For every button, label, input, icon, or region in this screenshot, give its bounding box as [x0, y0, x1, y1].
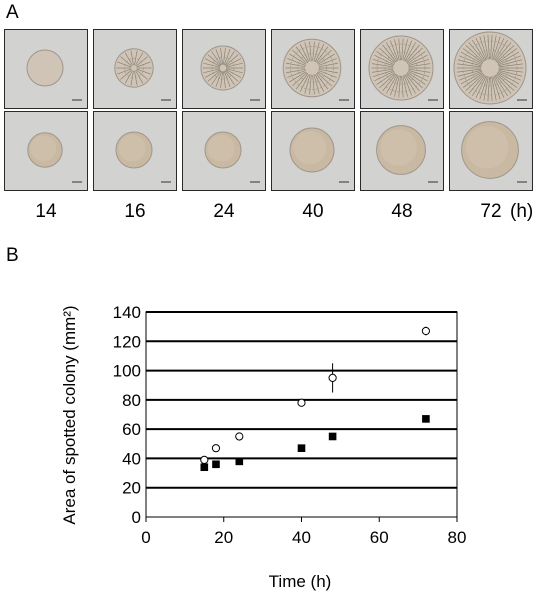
y-tick-140: 140	[113, 303, 141, 322]
x-tick-20: 20	[214, 528, 233, 547]
x-axis-label: Time (h)	[269, 572, 332, 591]
time-label-40: 40	[302, 201, 324, 222]
y-tick-60: 60	[122, 420, 141, 439]
time-label-72: 72	[480, 201, 502, 222]
colony-image-1-14	[4, 29, 88, 109]
data-point-open-circle	[328, 373, 337, 382]
x-tick-labels: 0 20 40 60 80	[141, 517, 466, 547]
data-point-open-circle	[200, 455, 209, 464]
colony-image-2-72	[449, 111, 533, 191]
data-point-filled-square	[200, 463, 209, 472]
data-point-filled-square	[422, 415, 430, 423]
colony-image-1-24	[182, 29, 266, 109]
x-tick-60: 60	[370, 528, 389, 547]
x-tick-80: 80	[448, 528, 467, 547]
y-tick-120: 120	[113, 332, 141, 351]
colony-image-2-40	[271, 111, 355, 191]
colony-image-2-16	[93, 111, 177, 191]
colony-image-1-16	[93, 29, 177, 109]
data-point-open-circle	[421, 326, 430, 336]
x-tick-0: 0	[141, 528, 150, 547]
time-unit-label: (h)	[510, 201, 534, 222]
colony-image-1-40	[271, 29, 355, 109]
data-point-open-circle	[211, 444, 221, 453]
x-tick-40: 40	[292, 528, 311, 547]
y-tick-100: 100	[113, 362, 141, 381]
y-tick-80: 80	[122, 391, 141, 410]
time-label-24: 24	[213, 201, 235, 222]
time-label-48: 48	[391, 201, 413, 222]
data-point-open-circle	[297, 398, 306, 407]
time-label-16: 16	[124, 201, 146, 222]
colony-image-1-72	[449, 29, 533, 109]
data-point-open-circle	[235, 432, 244, 441]
colony-image-2-24	[182, 111, 266, 191]
colony-image-1-48	[360, 29, 444, 109]
y-axis-label: Area of spotted colony (mm²)	[60, 305, 79, 524]
data-point-filled-square	[297, 444, 306, 452]
y-tick-0: 0	[132, 508, 141, 527]
data-point-filled-square	[235, 457, 244, 466]
panel-b-label: B	[6, 245, 19, 266]
y-tick-20: 20	[122, 479, 141, 498]
data-point-filled-square	[212, 460, 220, 469]
y-tick-labels: 0 20 40 60 80 100 120 140	[113, 303, 141, 527]
colony-image-2-48	[360, 111, 444, 191]
data-point-filled-square	[328, 432, 337, 441]
y-tick-40: 40	[122, 449, 141, 468]
colony-image-2-14	[4, 111, 88, 191]
panel-a-label: A	[6, 2, 19, 23]
plot-area	[145, 311, 458, 518]
colony-area-chart: 0 20 40 60 80 100 120 140 0 20 40 60 80 Time (h) Ar…	[60, 303, 466, 591]
time-label-14: 14	[35, 201, 57, 222]
data-points	[200, 326, 430, 472]
